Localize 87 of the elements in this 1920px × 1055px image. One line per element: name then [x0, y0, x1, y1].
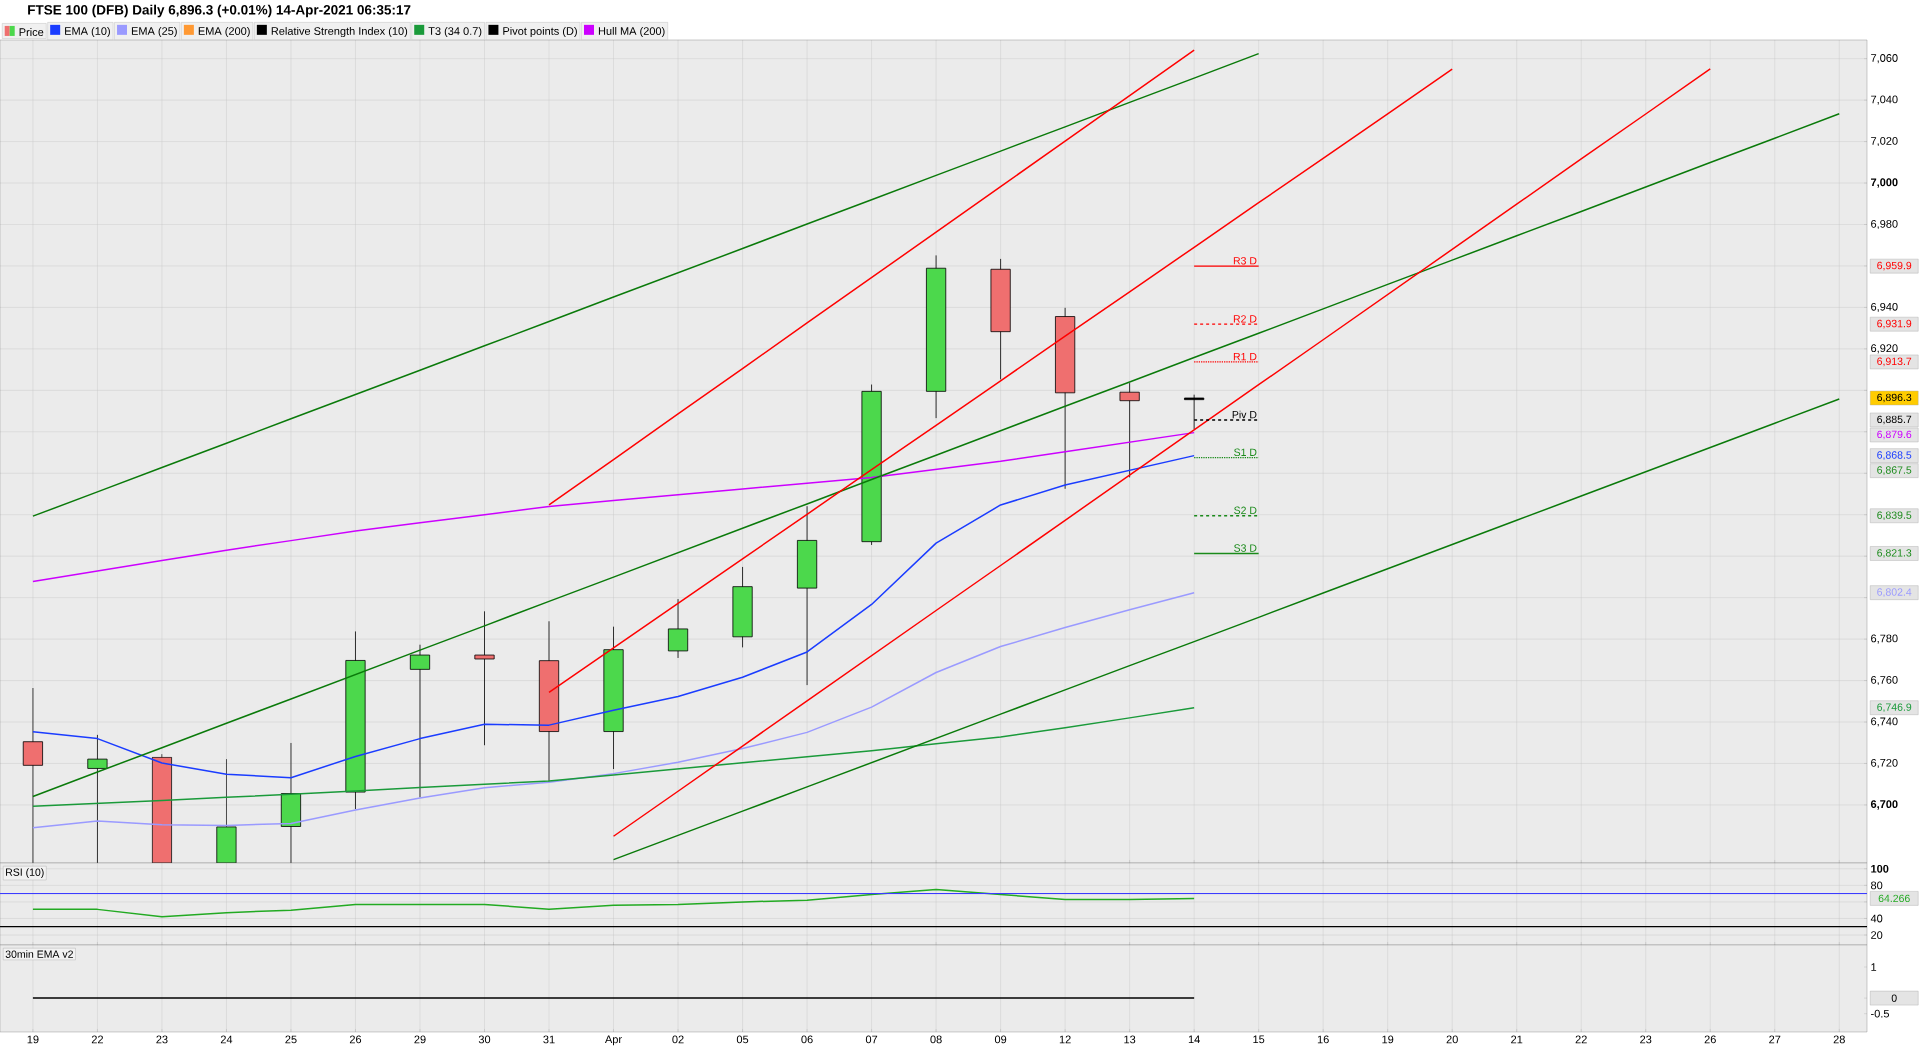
x-tick-label: 02 [672, 1035, 684, 1044]
y-tick-label: 6,780 [1871, 634, 1898, 644]
y-tick-label: 7,040 [1871, 95, 1898, 105]
text: 6,802.4 [1877, 588, 1912, 597]
x-tick-label: 23 [1640, 1035, 1652, 1044]
text: 0 [1891, 994, 1897, 1002]
x-tick-label: 05 [736, 1035, 749, 1044]
x-tick-label: Apr [604, 1035, 622, 1046]
ref-line-label: S3 D [1234, 544, 1257, 552]
x-tick-label: 25 [285, 1035, 297, 1044]
y-tick-label: 20 [1871, 931, 1883, 939]
x-tick-label: 06 [801, 1035, 813, 1044]
y-tick-label: 7,000 [1871, 178, 1898, 188]
text: 6,879.6 [1877, 430, 1912, 440]
x-tick-label: 19 [27, 1035, 39, 1044]
text: 6,959.9 [1877, 261, 1912, 271]
x-tick-label: 22 [1575, 1035, 1587, 1044]
x-tick-label: 19 [1382, 1035, 1394, 1044]
text: 6,885.7 [1877, 415, 1912, 425]
text: 6,931.9 [1877, 319, 1912, 329]
x-tick-label: 15 [1253, 1035, 1265, 1044]
ref-line-label: S2 D [1234, 506, 1257, 515]
x-tick-label: 28 [1833, 1035, 1845, 1044]
x-tick-label: 20 [1446, 1035, 1458, 1044]
y-tick-label: 6,720 [1871, 758, 1898, 769]
ref-line-label: R2 D [1233, 315, 1257, 323]
x-tick-label: 13 [1124, 1035, 1136, 1044]
y-tick-label: 100 [1871, 864, 1889, 873]
ref-line-label: Piv D [1232, 410, 1257, 419]
text: 6,913.7 [1877, 357, 1912, 367]
text: 6,867.5 [1877, 466, 1912, 475]
text: 6,821.3 [1877, 549, 1912, 558]
x-tick-label: 30 [478, 1035, 491, 1044]
x-tick-label: 21 [1511, 1035, 1523, 1044]
ref-line-label: S1 D [1234, 448, 1257, 457]
x-tick-label: 29 [414, 1035, 426, 1044]
y-tick-label: 6,760 [1871, 676, 1898, 686]
candlestick [409, 644, 431, 798]
text: 6,839.5 [1877, 511, 1912, 521]
x-tick-label: 16 [1317, 1035, 1329, 1044]
x-tick-label: 12 [1059, 1035, 1071, 1044]
text: 64.266 [1878, 894, 1910, 903]
chart-title: 30min EMA v2 [5, 950, 73, 958]
text: 6,746.9 [1877, 703, 1912, 713]
y-tick-label: 40 [1870, 914, 1883, 923]
legend-label: Relative Strength Index (10) [271, 26, 408, 38]
legend-label: EMA (25) [131, 26, 177, 38]
ref-line-label: R1 D [1233, 353, 1257, 361]
x-tick-label: 22 [91, 1035, 103, 1044]
candlestick [667, 598, 689, 659]
y-tick-label: 6,980 [1871, 219, 1898, 230]
y-tick-label: 80 [1871, 881, 1883, 890]
y-tick-label: 6,740 [1871, 717, 1898, 727]
x-tick-label: 14 [1188, 1035, 1200, 1044]
ref-line-label: R3 D [1233, 257, 1257, 265]
line-series [548, 68, 1453, 694]
y-tick-label: 6,700 [1870, 800, 1898, 810]
x-tick-label: 23 [156, 1035, 168, 1044]
legend-label: Pivot points (D) [503, 26, 577, 38]
y-tick-label: 6,940 [1871, 302, 1898, 312]
x-tick-label: 27 [1769, 1035, 1781, 1044]
x-tick-label: 09 [994, 1035, 1007, 1044]
chart-title: FTSE 100 (DFB) Daily 6,896.3 (+0.01%) 14-Apr-2021 06:35:17 [28, 4, 411, 18]
x-tick-label: 26 [1704, 1035, 1716, 1044]
candlestick [22, 687, 43, 863]
line-series [32, 591, 1195, 829]
legend-label: T3 (34 0.7) [428, 26, 482, 38]
legend-label: EMA (200) [198, 26, 250, 38]
text: 6,896.3 [1877, 393, 1912, 403]
x-tick-label: 31 [543, 1035, 555, 1044]
x-tick-label: 07 [865, 1035, 878, 1044]
chart-title: RSI (10) [6, 868, 44, 878]
candlestick [87, 734, 108, 863]
x-tick-label: 24 [220, 1035, 233, 1044]
y-tick-label: 1 [1871, 963, 1877, 971]
y-tick-label: 6,920 [1871, 344, 1898, 354]
y-tick-label: 7,060 [1871, 54, 1898, 64]
legend-label: Hull MA (200) [598, 26, 665, 38]
candlestick [474, 610, 495, 746]
y-tick-label: 7,020 [1871, 137, 1898, 147]
y-tick-label: -0.5 [1871, 1009, 1890, 1018]
x-tick-label: 26 [349, 1035, 362, 1044]
text: 6,868.5 [1877, 451, 1912, 460]
x-tick-label: 08 [930, 1035, 942, 1044]
candlestick [1119, 382, 1140, 478]
legend-label: EMA (10) [65, 26, 110, 38]
legend-label: Price [19, 27, 44, 37]
